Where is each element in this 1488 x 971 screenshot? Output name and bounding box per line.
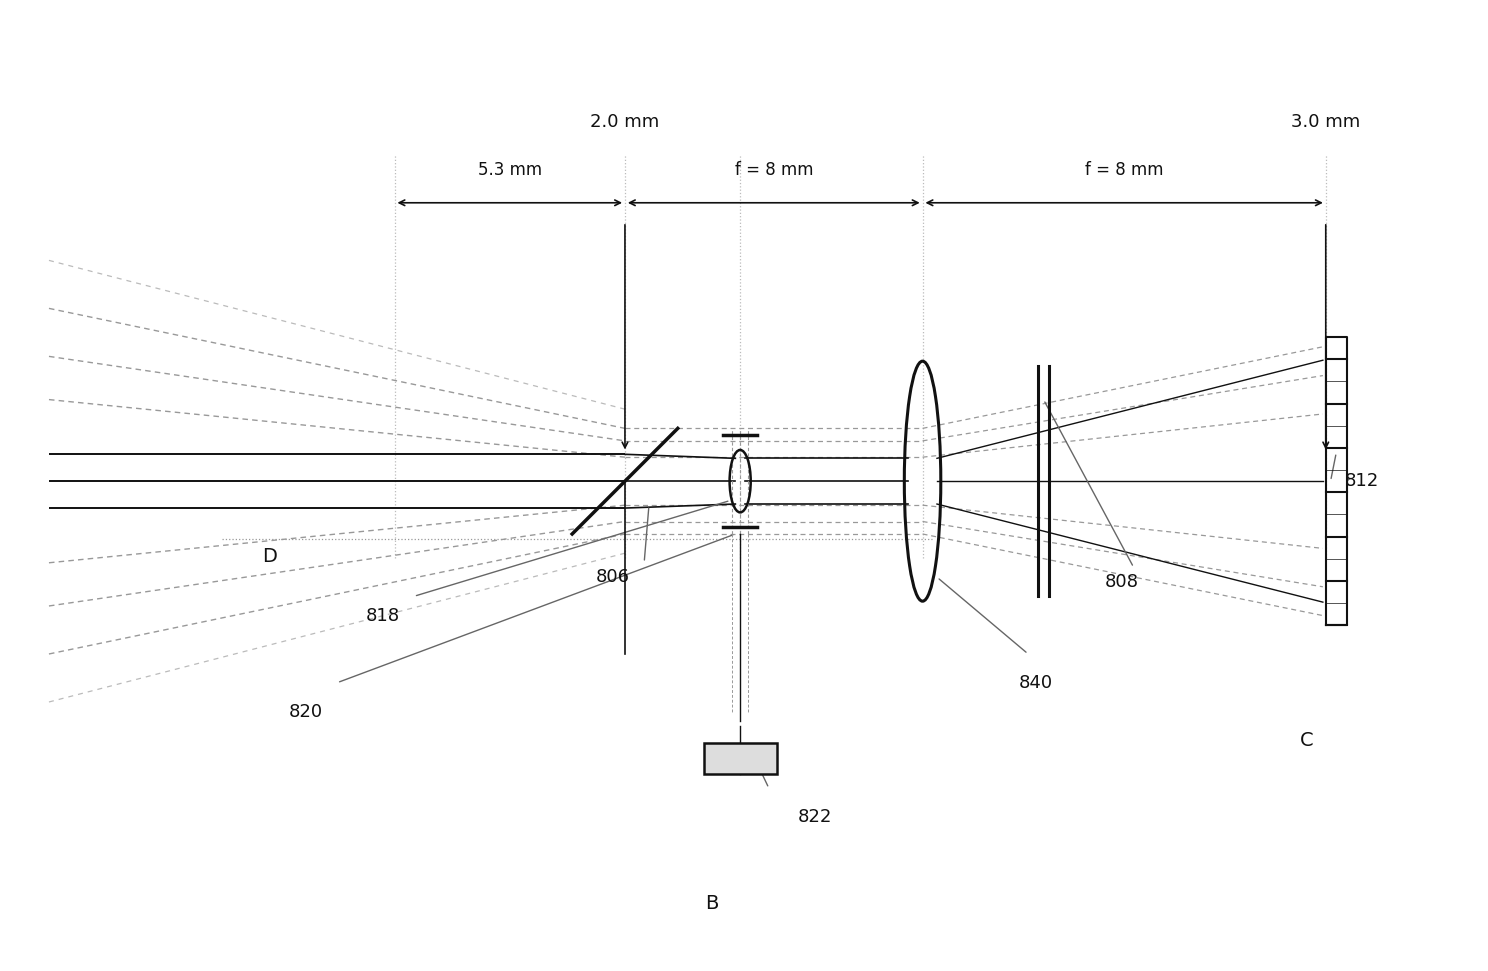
Text: 820: 820 xyxy=(289,703,323,720)
Text: B: B xyxy=(705,894,719,913)
Text: 806: 806 xyxy=(597,568,629,586)
Text: 3.0 mm: 3.0 mm xyxy=(1292,113,1360,131)
Bar xyxy=(704,743,777,774)
Text: 818: 818 xyxy=(366,607,400,624)
Text: 822: 822 xyxy=(798,808,832,826)
Text: f = 8 mm: f = 8 mm xyxy=(1085,161,1164,179)
Text: C: C xyxy=(1299,731,1314,750)
Text: 2.0 mm: 2.0 mm xyxy=(591,113,659,131)
Text: 812: 812 xyxy=(1345,472,1379,490)
Text: D: D xyxy=(262,547,277,565)
Text: f = 8 mm: f = 8 mm xyxy=(735,161,812,179)
Text: 5.3 mm: 5.3 mm xyxy=(478,161,542,179)
Text: 840: 840 xyxy=(1019,674,1052,691)
Text: 808: 808 xyxy=(1106,573,1138,591)
